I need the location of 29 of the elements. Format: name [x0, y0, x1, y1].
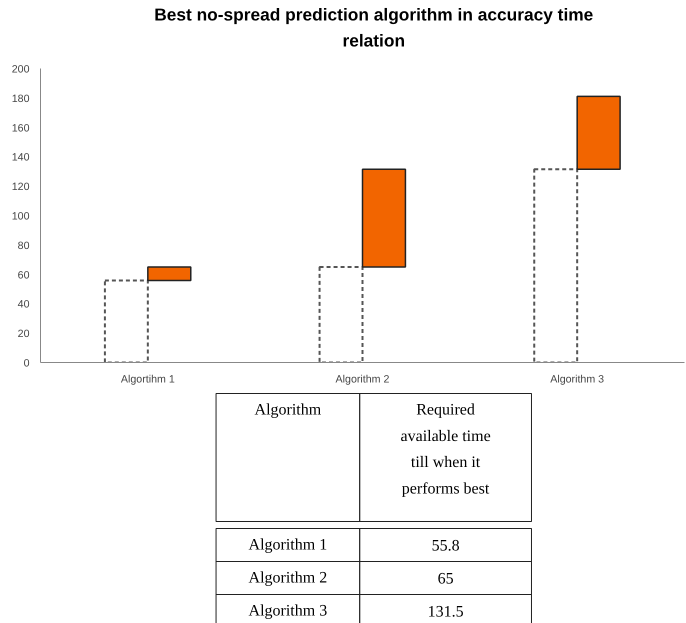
bar [147, 266, 192, 282]
y-tick-label: 140 [12, 152, 30, 164]
text: Required available time till when it performs best [400, 402, 491, 498]
x-tick-label: Algortihm 1 [120, 374, 175, 386]
bar [362, 168, 406, 268]
x-tick-label: Algorithm 3 [550, 374, 604, 386]
text: 131.5 [428, 604, 464, 620]
y-tick-label: 20 [18, 328, 30, 340]
text: Algorithm 1 [248, 536, 328, 554]
bar [533, 168, 578, 362]
y-tick-label: 40 [18, 298, 30, 311]
text: 65 [438, 570, 454, 588]
text: Algorithm [254, 402, 322, 418]
y-tick-label: 120 [12, 181, 30, 194]
y-tick-label: 200 [12, 64, 30, 76]
chart-title: Best no-spread prediction algorithm in accuracy time relation [154, 4, 594, 50]
bar [318, 266, 364, 362]
y-tick-label: 100 [12, 210, 30, 222]
bar [576, 96, 621, 170]
y-tick-label: 0 [24, 358, 30, 370]
text: Algorithm 2 [248, 570, 328, 586]
y-tick-label: 60 [18, 269, 30, 282]
x-tick-label: Algorithm 2 [336, 374, 390, 386]
y-tick-label: 160 [12, 122, 30, 134]
y-tick-label: 180 [12, 92, 30, 105]
text: Algorithm 3 [248, 602, 328, 620]
y-tick-label: 80 [18, 240, 30, 252]
text: 55.8 [432, 538, 460, 554]
bar [104, 279, 149, 362]
